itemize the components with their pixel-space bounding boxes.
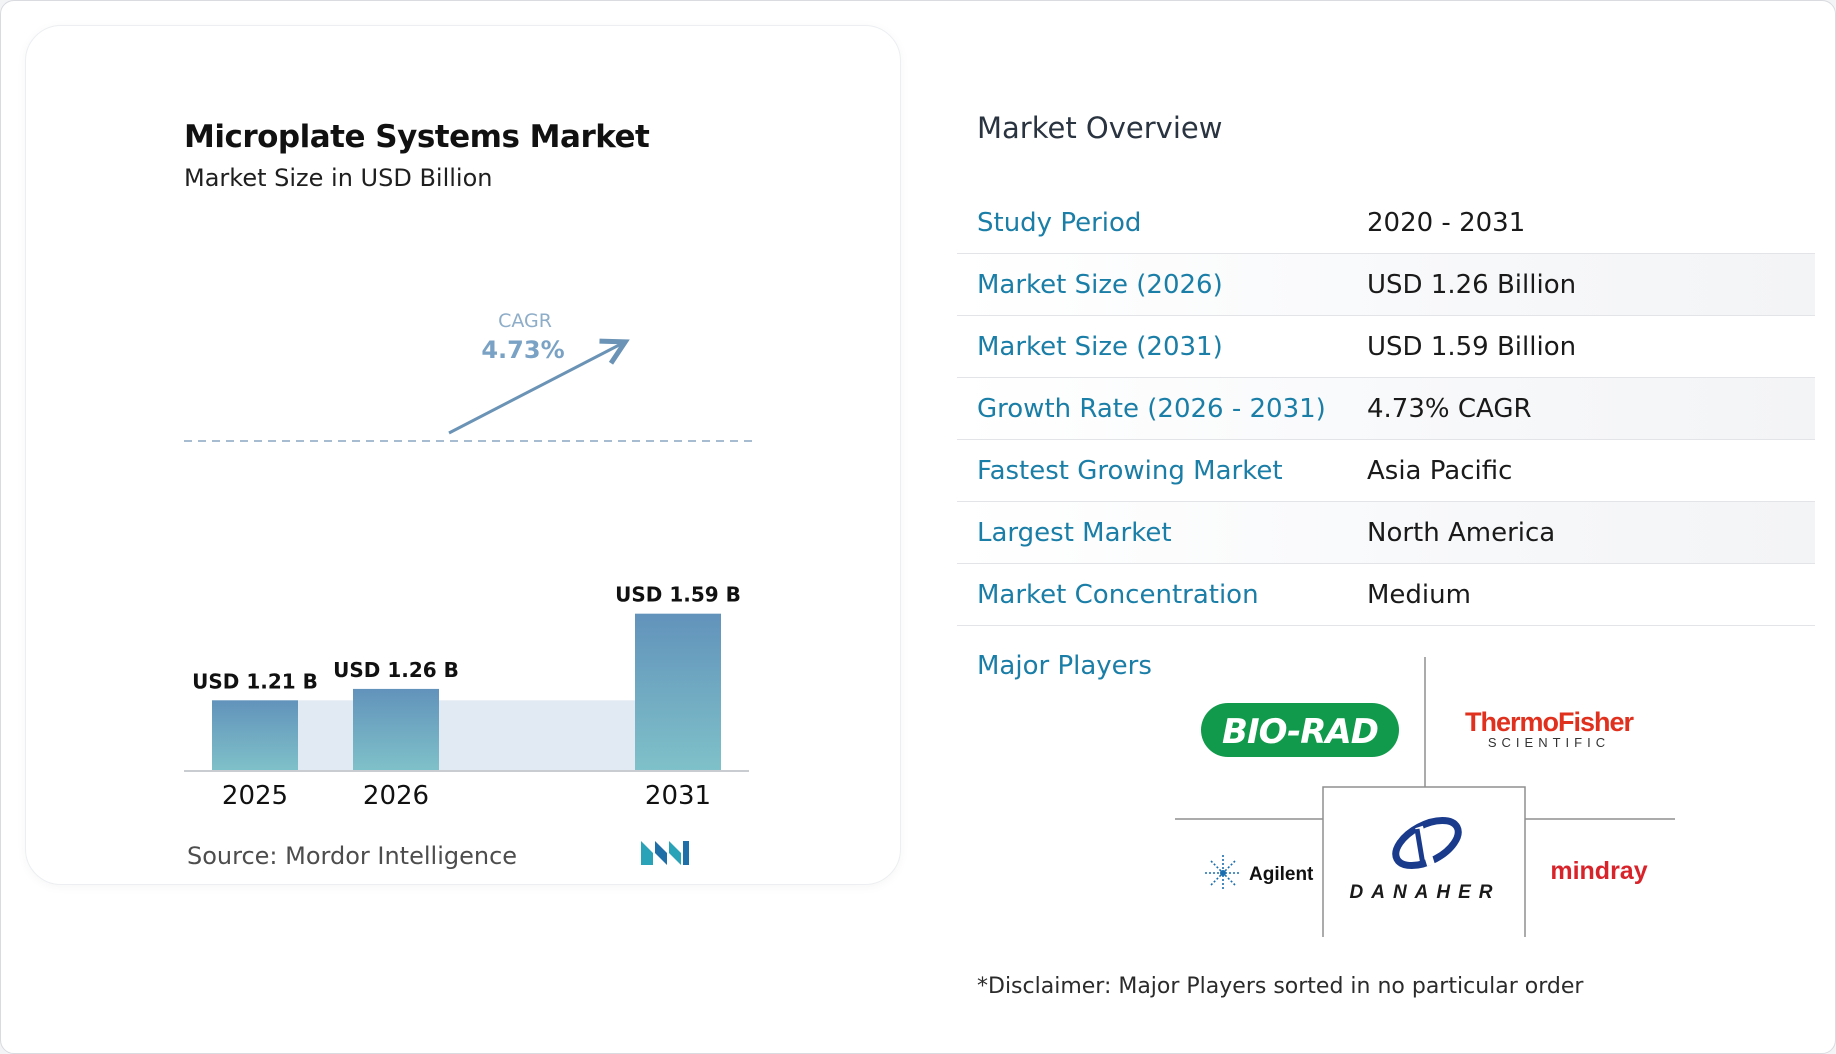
- danaher-logo-text: DANAHER: [1350, 882, 1501, 903]
- x-tick-label-2025: 2025: [222, 781, 288, 811]
- data-label-2031: USD 1.59 B: [615, 583, 741, 607]
- bar-2026: [353, 688, 439, 771]
- agilent-spark-icon: [1205, 855, 1241, 891]
- overview-row-largest-market: Largest Market North America: [957, 502, 1815, 564]
- cagr-label: CAGR: [498, 310, 552, 332]
- x-tick-label-2026: 2026: [363, 781, 429, 811]
- chart-source: Source: Mordor Intelligence: [187, 842, 518, 870]
- bar-2031: [635, 613, 721, 771]
- disclaimer: *Disclaimer: Major Players sorted in no …: [977, 974, 1584, 999]
- chart-subtitle: Market Size in USD Billion: [184, 164, 493, 192]
- data-label-2026: USD 1.26 B: [333, 658, 459, 682]
- overview-table: Study Period 2020 - 2031 Market Size (20…: [957, 192, 1815, 626]
- row-label: Largest Market: [977, 518, 1172, 548]
- mindray-logo: mindray: [1550, 857, 1647, 885]
- agilent-logo-text: Agilent: [1249, 864, 1314, 885]
- row-label: Market Size (2031): [977, 332, 1223, 362]
- thermofisher-logo-bottom: SCIENTIFIC: [1488, 735, 1610, 750]
- row-value: 2020 - 2031: [1367, 208, 1526, 238]
- row-label: Growth Rate (2026 - 2031): [977, 394, 1326, 424]
- danaher-logo: DANAHER: [1350, 816, 1501, 903]
- row-value: USD 1.26 Billion: [1367, 270, 1577, 300]
- row-value: Medium: [1367, 580, 1471, 610]
- danaher-box: [1322, 786, 1526, 937]
- row-value: Asia Pacific: [1367, 456, 1513, 486]
- row-value: 4.73% CAGR: [1367, 394, 1532, 424]
- row-value: North America: [1367, 518, 1556, 548]
- bar-2025: [212, 700, 298, 771]
- row-value: USD 1.59 Billion: [1367, 332, 1577, 362]
- x-tick-label-2031: 2031: [645, 781, 711, 811]
- overview-row-fastest-growing: Fastest Growing Market Asia Pacific: [957, 440, 1815, 502]
- row-label: Fastest Growing Market: [977, 456, 1283, 486]
- biorad-logo: BIO-RAD: [1201, 703, 1399, 757]
- data-label-2025: USD 1.21 B: [192, 669, 318, 693]
- biorad-logo-text: BIO-RAD: [1222, 712, 1378, 752]
- thermofisher-logo-top: ThermoFisher: [1465, 707, 1635, 737]
- thermofisher-logo: ThermoFisher SCIENTIFIC: [1465, 707, 1636, 750]
- row-label: Market Size (2026): [977, 270, 1223, 300]
- major-players-label: Major Players: [977, 651, 1152, 681]
- overview-row-concentration: Market Concentration Medium: [957, 564, 1815, 626]
- mordor-intelligence-logo: [641, 841, 689, 865]
- overview-row-growth-rate: Growth Rate (2026 - 2031) 4.73% CAGR: [957, 378, 1815, 440]
- cagr-arrow: [448, 343, 623, 435]
- row-label: Market Concentration: [977, 580, 1259, 610]
- agilent-logo: Agilent: [1205, 855, 1314, 891]
- overview-row-market-size-2026: Market Size (2026) USD 1.26 Billion: [957, 254, 1815, 316]
- overview-row-study-period: Study Period 2020 - 2031: [957, 192, 1815, 254]
- row-label: Study Period: [977, 208, 1142, 238]
- cagr-value: 4.73%: [481, 336, 564, 364]
- overview-title: Market Overview: [977, 111, 1223, 145]
- chart-title: Microplate Systems Market: [184, 119, 650, 155]
- bar-chart: USD 1.21 B 2025 USD 1.26 B 2026 USD 1.59 B 20…: [184, 310, 753, 811]
- overview-row-market-size-2031: Market Size (2031) USD 1.59 Billion: [957, 316, 1815, 378]
- major-players-grid: BIO-RAD ThermoFisher SCIENTIFIC Agilent: [1175, 657, 1675, 937]
